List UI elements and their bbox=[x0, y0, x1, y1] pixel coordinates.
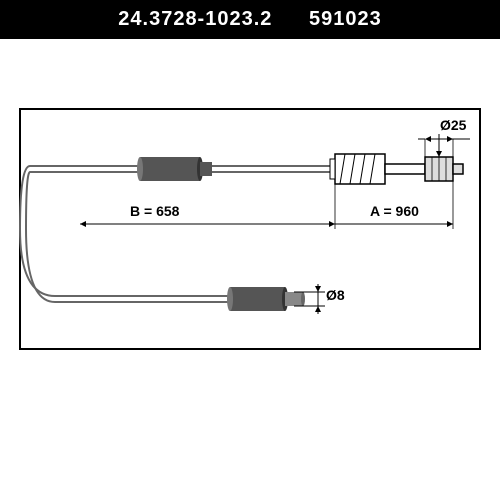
bottom-ferrule bbox=[230, 287, 285, 311]
dim-length-b: B = 658 bbox=[130, 203, 179, 219]
dim-diameter-bottom: Ø8 bbox=[326, 287, 345, 303]
diagram-area: Ø25 A = 960 B = 658 Ø8 bbox=[0, 39, 500, 499]
header-bar: 24.3728-1023.2 591023 bbox=[0, 0, 500, 39]
dim-length-a: A = 960 bbox=[370, 203, 419, 219]
bottom-tip bbox=[285, 292, 303, 306]
ref-number: 591023 bbox=[309, 8, 382, 30]
end-nub bbox=[453, 164, 463, 174]
frame-border bbox=[20, 109, 480, 349]
adjuster-stem bbox=[385, 164, 425, 174]
top-collar bbox=[200, 162, 212, 176]
part-number: 24.3728-1023.2 bbox=[118, 8, 272, 30]
top-ferrule bbox=[140, 157, 200, 181]
technical-drawing bbox=[0, 39, 500, 499]
dim-diameter-top: Ø25 bbox=[440, 117, 466, 133]
